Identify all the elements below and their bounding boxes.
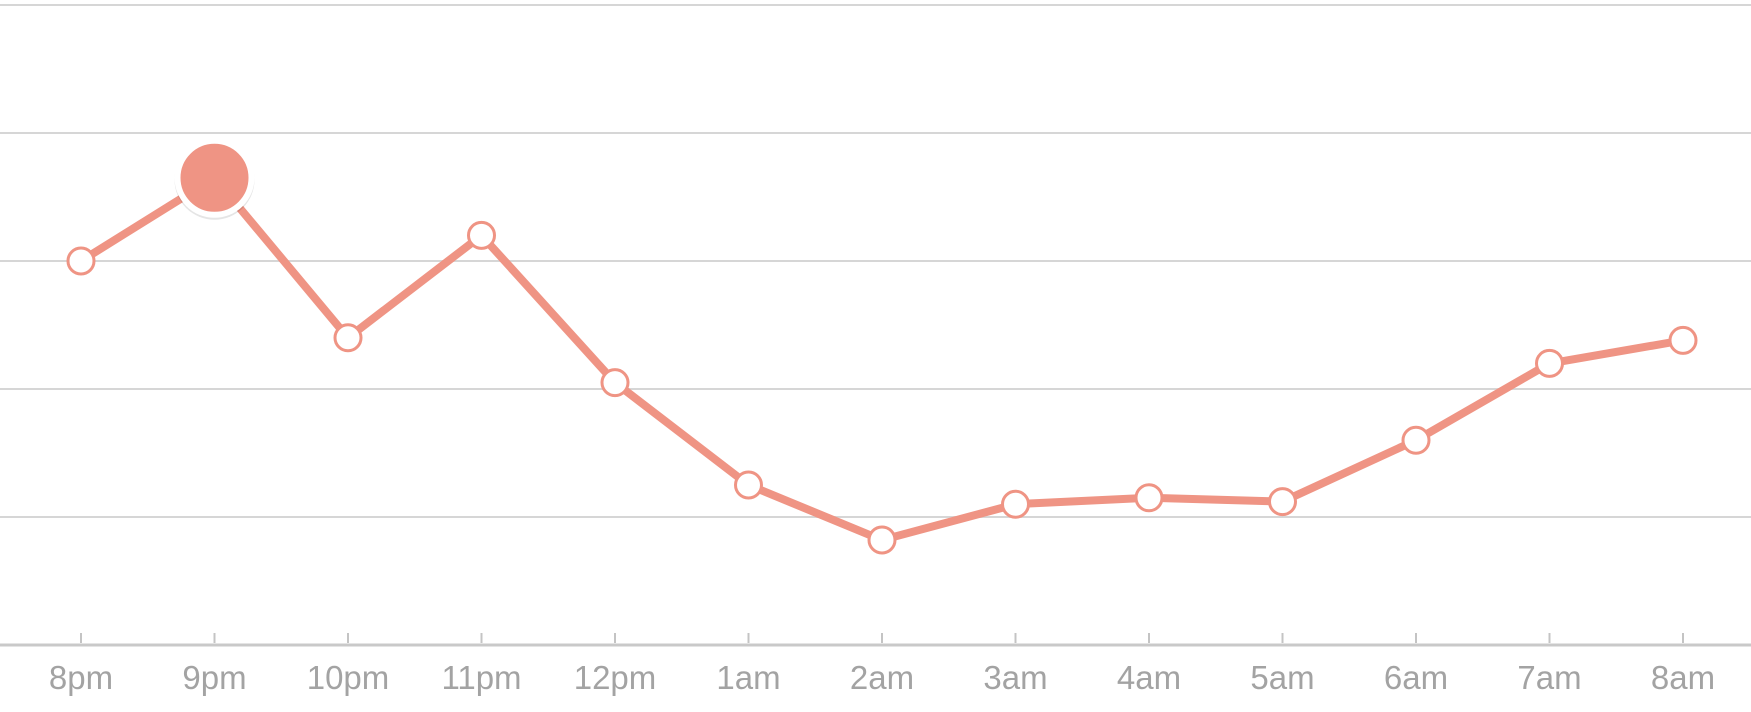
data-point[interactable] [1401, 425, 1431, 455]
x-tick-label: 10pm [307, 659, 390, 696]
x-tick-label: 9pm [182, 659, 246, 696]
x-tick-label: 3am [983, 659, 1047, 696]
data-point[interactable] [333, 323, 363, 353]
x-tick-label: 8pm [49, 659, 113, 696]
data-point[interactable] [600, 368, 630, 398]
x-tick-label: 8am [1651, 659, 1715, 696]
grid-lines [0, 4, 1751, 518]
data-point[interactable] [734, 470, 763, 500]
data-point[interactable] [1268, 487, 1297, 517]
x-tick-label: 2am [850, 659, 914, 696]
x-tick-label: 6am [1384, 659, 1448, 696]
series-layer [77, 173, 1687, 545]
data-point[interactable] [1134, 483, 1164, 513]
x-tick-label: 7am [1517, 659, 1581, 696]
series-line [77, 173, 1687, 545]
data-point[interactable] [1668, 325, 1698, 355]
data-point[interactable] [467, 220, 496, 250]
x-tick-label: 11pm [441, 659, 521, 696]
x-axis: 8pm 9pm 10pm 11pm 12pm 1am 2am 3am 4am 5am 6am 7am 8… [0, 633, 1751, 696]
data-point[interactable] [1535, 348, 1564, 378]
data-points [66, 137, 1698, 555]
x-tick-label: 5am [1250, 659, 1314, 696]
x-tick-label: 4am [1117, 659, 1181, 696]
data-point[interactable] [867, 525, 897, 555]
data-point[interactable] [1001, 489, 1030, 519]
x-tick-label: 12pm [574, 659, 657, 696]
data-point-highlighted[interactable] [174, 137, 255, 218]
x-tick-label: 1am [716, 659, 780, 696]
data-point[interactable] [66, 246, 96, 276]
